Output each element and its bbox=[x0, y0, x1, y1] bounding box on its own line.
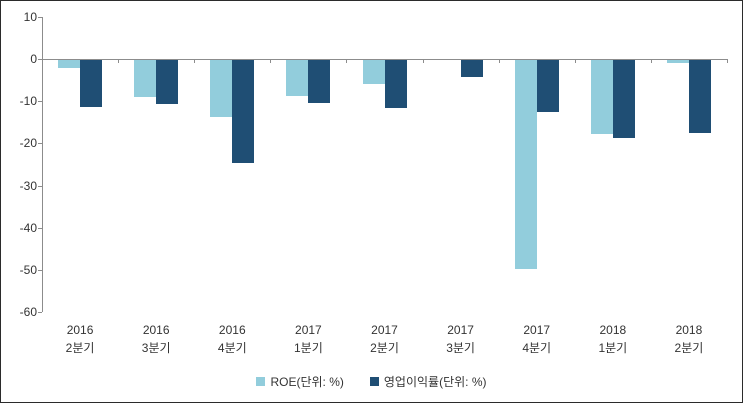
x-axis-label-quarter: 2분기 bbox=[674, 341, 704, 355]
legend-item: ROE(단위: %) bbox=[256, 373, 344, 390]
x-axis-label-quarter: 1분기 bbox=[294, 341, 323, 355]
x-axis-tick bbox=[650, 59, 652, 64]
y-axis-label: -40 bbox=[19, 220, 37, 235]
x-axis-label-year: 2017 bbox=[523, 323, 551, 337]
x-axis-label-year: 2018 bbox=[675, 323, 703, 337]
roe-bar bbox=[58, 60, 81, 68]
legend-swatch-icon bbox=[256, 376, 266, 386]
legend-item: 영업이익률(단위: %) bbox=[369, 373, 487, 390]
x-axis-label-year: 2017 bbox=[371, 323, 398, 337]
legend-label: ROE(단위: %) bbox=[270, 374, 344, 389]
y-axis-tick bbox=[38, 17, 42, 18]
x-axis-label-quarter: 3분기 bbox=[141, 341, 171, 355]
x-axis-label-year: 2018 bbox=[599, 323, 627, 337]
x-axis-tick bbox=[42, 59, 43, 64]
y-axis-label: 10 bbox=[23, 10, 37, 24]
roe-bar bbox=[134, 60, 157, 98]
operating-margin-bar bbox=[232, 60, 255, 163]
x-axis-label-quarter: 3분기 bbox=[446, 341, 475, 355]
y-axis-label: 0 bbox=[30, 52, 37, 67]
y-axis-tick bbox=[38, 185, 42, 187]
chart-legend: ROE(단위: %) 영업이익률(단위: %) bbox=[1, 373, 742, 389]
y-axis-label: -30 bbox=[19, 178, 37, 193]
y-axis-line bbox=[42, 17, 43, 312]
x-axis-label-quarter: 4분기 bbox=[522, 341, 552, 355]
x-axis-tick bbox=[574, 59, 576, 64]
x-axis-label-quarter: 1분기 bbox=[598, 341, 628, 355]
operating-margin-bar bbox=[308, 60, 331, 103]
x-axis-line bbox=[42, 59, 727, 61]
x-axis-label-year: 2017 bbox=[447, 323, 474, 337]
y-axis-label: -20 bbox=[19, 136, 37, 151]
roe-bar bbox=[362, 60, 385, 85]
legend-label: 영업이익률(단위: %) bbox=[383, 374, 487, 389]
x-axis-label-year: 2016 bbox=[142, 323, 170, 337]
x-axis-tick bbox=[118, 59, 120, 64]
roe-bar bbox=[210, 60, 233, 118]
roe-bar bbox=[590, 60, 613, 135]
x-axis-label-year: 2017 bbox=[295, 323, 322, 337]
roe-bar bbox=[666, 60, 689, 64]
operating-margin-bar bbox=[80, 60, 103, 108]
x-axis-tick bbox=[194, 59, 196, 64]
operating-margin-bar bbox=[460, 60, 483, 77]
operating-margin-bar bbox=[156, 60, 179, 105]
x-axis-label-year: 2016 bbox=[218, 323, 246, 337]
y-axis-tick bbox=[38, 59, 42, 61]
operating-margin-bar bbox=[612, 60, 635, 139]
operating-margin-bar bbox=[536, 60, 559, 112]
y-axis-tick bbox=[38, 227, 42, 229]
roe-bar bbox=[286, 60, 309, 96]
roe-bar bbox=[514, 60, 537, 270]
y-axis-label: -10 bbox=[19, 94, 37, 109]
x-axis-label-quarter: 2분기 bbox=[65, 341, 95, 355]
operating-margin-bar bbox=[384, 60, 407, 108]
y-axis-label: -50 bbox=[19, 262, 37, 277]
x-axis-label-quarter: 4분기 bbox=[217, 341, 247, 355]
y-axis-tick bbox=[38, 143, 42, 145]
x-axis-tick bbox=[270, 59, 272, 64]
x-axis-label-quarter: 2분기 bbox=[370, 341, 399, 355]
x-axis-label-year: 2016 bbox=[66, 323, 94, 337]
legend-swatch-icon bbox=[369, 376, 379, 386]
y-axis-tick bbox=[38, 312, 42, 313]
operating-margin-bar bbox=[688, 60, 711, 134]
y-axis-tick bbox=[38, 269, 42, 271]
x-axis-tick bbox=[422, 59, 424, 64]
x-axis-tick bbox=[498, 59, 500, 64]
y-axis-tick bbox=[38, 101, 42, 103]
y-axis-label: -60 bbox=[19, 305, 37, 319]
x-axis-tick bbox=[346, 59, 348, 64]
x-axis-tick bbox=[727, 59, 728, 64]
